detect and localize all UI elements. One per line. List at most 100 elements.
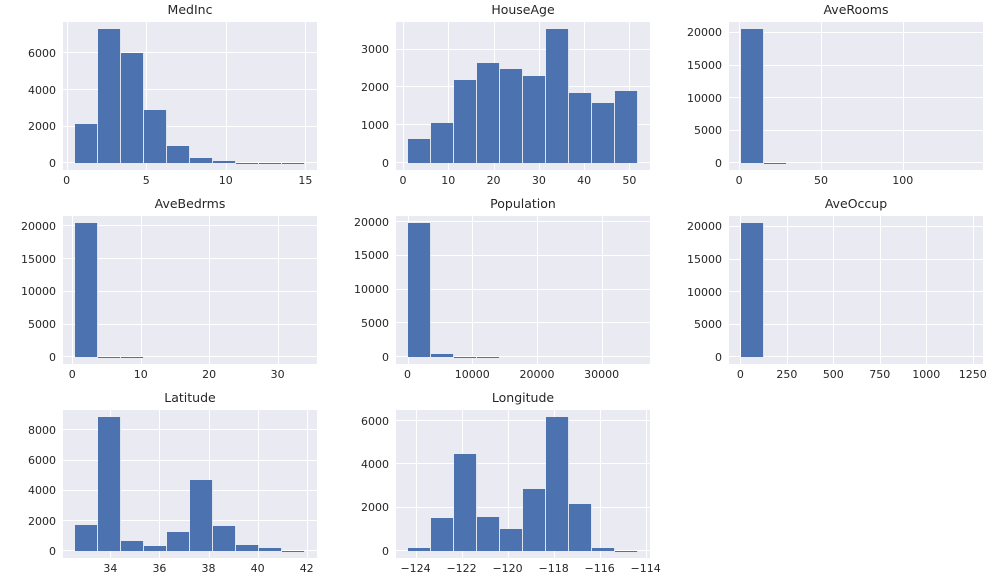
gridline [972, 216, 974, 364]
x-tick-label: 100 [892, 174, 914, 187]
subplot-title: Population [490, 196, 556, 211]
x-tick-label: 15 [298, 174, 313, 187]
y-tick-label: 2000 [28, 120, 56, 134]
x-tick-label: 750 [869, 368, 891, 381]
subplot-avebedrms: AveBedrms 0 10 20 30 0 5000 10000 15000 20000 [0, 194, 333, 388]
y-tick-label: 10000 [687, 285, 722, 299]
y-tick-label: 2000 [361, 501, 389, 515]
gridline [225, 22, 227, 170]
y-tick-label: 0 [715, 350, 722, 364]
gridline [415, 410, 417, 558]
histogram-bar [97, 416, 121, 552]
histogram-bar [166, 145, 190, 164]
x-tick-label: −124 [400, 562, 431, 575]
gridline [396, 463, 650, 465]
gridline [729, 225, 983, 227]
y-tick-label: 4000 [361, 457, 389, 471]
histogram-bar [453, 79, 477, 164]
histogram-bar [430, 353, 454, 358]
y-tick-label: 20000 [687, 220, 722, 234]
subplot-title: HouseAge [491, 2, 555, 17]
y-tick-label: 15000 [687, 58, 722, 72]
subplot-medinc: MedInc 0 5 10 15 0 2000 4000 6000 [0, 0, 333, 194]
y-tick-label: 0 [49, 544, 56, 558]
subplot-population: Population 0 10000 20000 30000 0 5000 10000 1500… [333, 194, 666, 388]
gridline [63, 89, 317, 91]
x-tick-label: −120 [492, 562, 523, 575]
gridline [277, 216, 279, 364]
subplot-title: Latitude [164, 390, 216, 405]
x-tick-label: −116 [584, 562, 615, 575]
x-tick-label: 1250 [958, 368, 987, 381]
plot-area [729, 216, 983, 364]
y-tick-label: 5000 [694, 124, 722, 138]
gridline [729, 258, 983, 260]
x-tick-label: 10000 [454, 368, 490, 381]
histogram-bar [213, 525, 237, 552]
gridline [306, 410, 308, 558]
y-tick-label: 15000 [354, 249, 389, 263]
gridline [448, 22, 450, 170]
x-tick-label: 20000 [519, 368, 555, 381]
histogram-bar [546, 28, 570, 164]
gridline [786, 216, 788, 364]
gridline [146, 22, 148, 170]
histogram-bar [190, 157, 214, 164]
gridline [159, 410, 161, 558]
histogram-bar [569, 93, 593, 164]
y-tick-label: 10000 [354, 283, 389, 297]
histogram-bar [143, 110, 167, 164]
gridline [729, 323, 983, 325]
x-tick-label: 0 [736, 368, 744, 381]
x-tick-label: 50 [622, 174, 637, 187]
subplot-title: AveBedrms [154, 196, 226, 211]
gridline [729, 97, 983, 99]
y-tick-label: 10000 [687, 91, 722, 105]
y-tick-label: 4000 [28, 83, 56, 97]
y-tick-label: 5000 [28, 318, 56, 332]
histogram-bar [74, 222, 98, 358]
x-tick-label: 0 [735, 174, 743, 187]
gridline [601, 216, 603, 364]
gridline [66, 22, 68, 170]
x-tick-label: 36 [152, 562, 167, 575]
x-tick-label: 0 [404, 368, 412, 381]
gridline [63, 459, 317, 461]
x-tick-label: 20 [202, 368, 217, 381]
gridline [396, 254, 650, 256]
histogram-bar [282, 550, 306, 552]
subplot-aveoccup: AveOccup 0 250 500 750 1000 1250 0 5000 10000 1500… [666, 194, 999, 388]
y-tick-label: 8000 [28, 423, 56, 437]
gridline [63, 290, 317, 292]
subplot-title: MedInc [167, 2, 213, 17]
subplot-title: AveRooms [823, 2, 889, 17]
x-tick-label: 40 [250, 562, 265, 575]
subplot-houseage: HouseAge 0 10 20 30 40 50 0 1000 2000 3000 [333, 0, 666, 194]
y-tick-label: 20000 [687, 26, 722, 40]
y-tick-label: 5000 [361, 316, 389, 330]
y-tick-label: 0 [715, 156, 722, 170]
histogram-bar [476, 516, 500, 552]
gridline [396, 48, 650, 50]
histogram-bar [430, 123, 454, 164]
histogram-bar [546, 416, 570, 552]
plot-area [63, 216, 317, 364]
histogram-bar [407, 548, 431, 552]
histogram-bar [499, 68, 523, 164]
plot-area [396, 410, 650, 558]
x-tick-label: 40 [577, 174, 592, 187]
subplot-title: Longitude [491, 390, 555, 405]
histogram-bar [430, 517, 454, 552]
x-tick-label: 0 [68, 368, 76, 381]
gridline [257, 410, 259, 558]
subplot-longitude: Longitude −124 −122 −120 −118 −116 −114 0 2000 40… [333, 388, 666, 582]
histogram-bar [407, 138, 431, 164]
y-tick-label: 0 [382, 544, 389, 558]
x-tick-label: 30 [531, 174, 546, 187]
gridline [729, 129, 983, 131]
gridline [645, 410, 647, 558]
histogram-bar [407, 222, 431, 358]
histogram-bar [740, 222, 764, 358]
y-tick-label: 6000 [28, 46, 56, 60]
